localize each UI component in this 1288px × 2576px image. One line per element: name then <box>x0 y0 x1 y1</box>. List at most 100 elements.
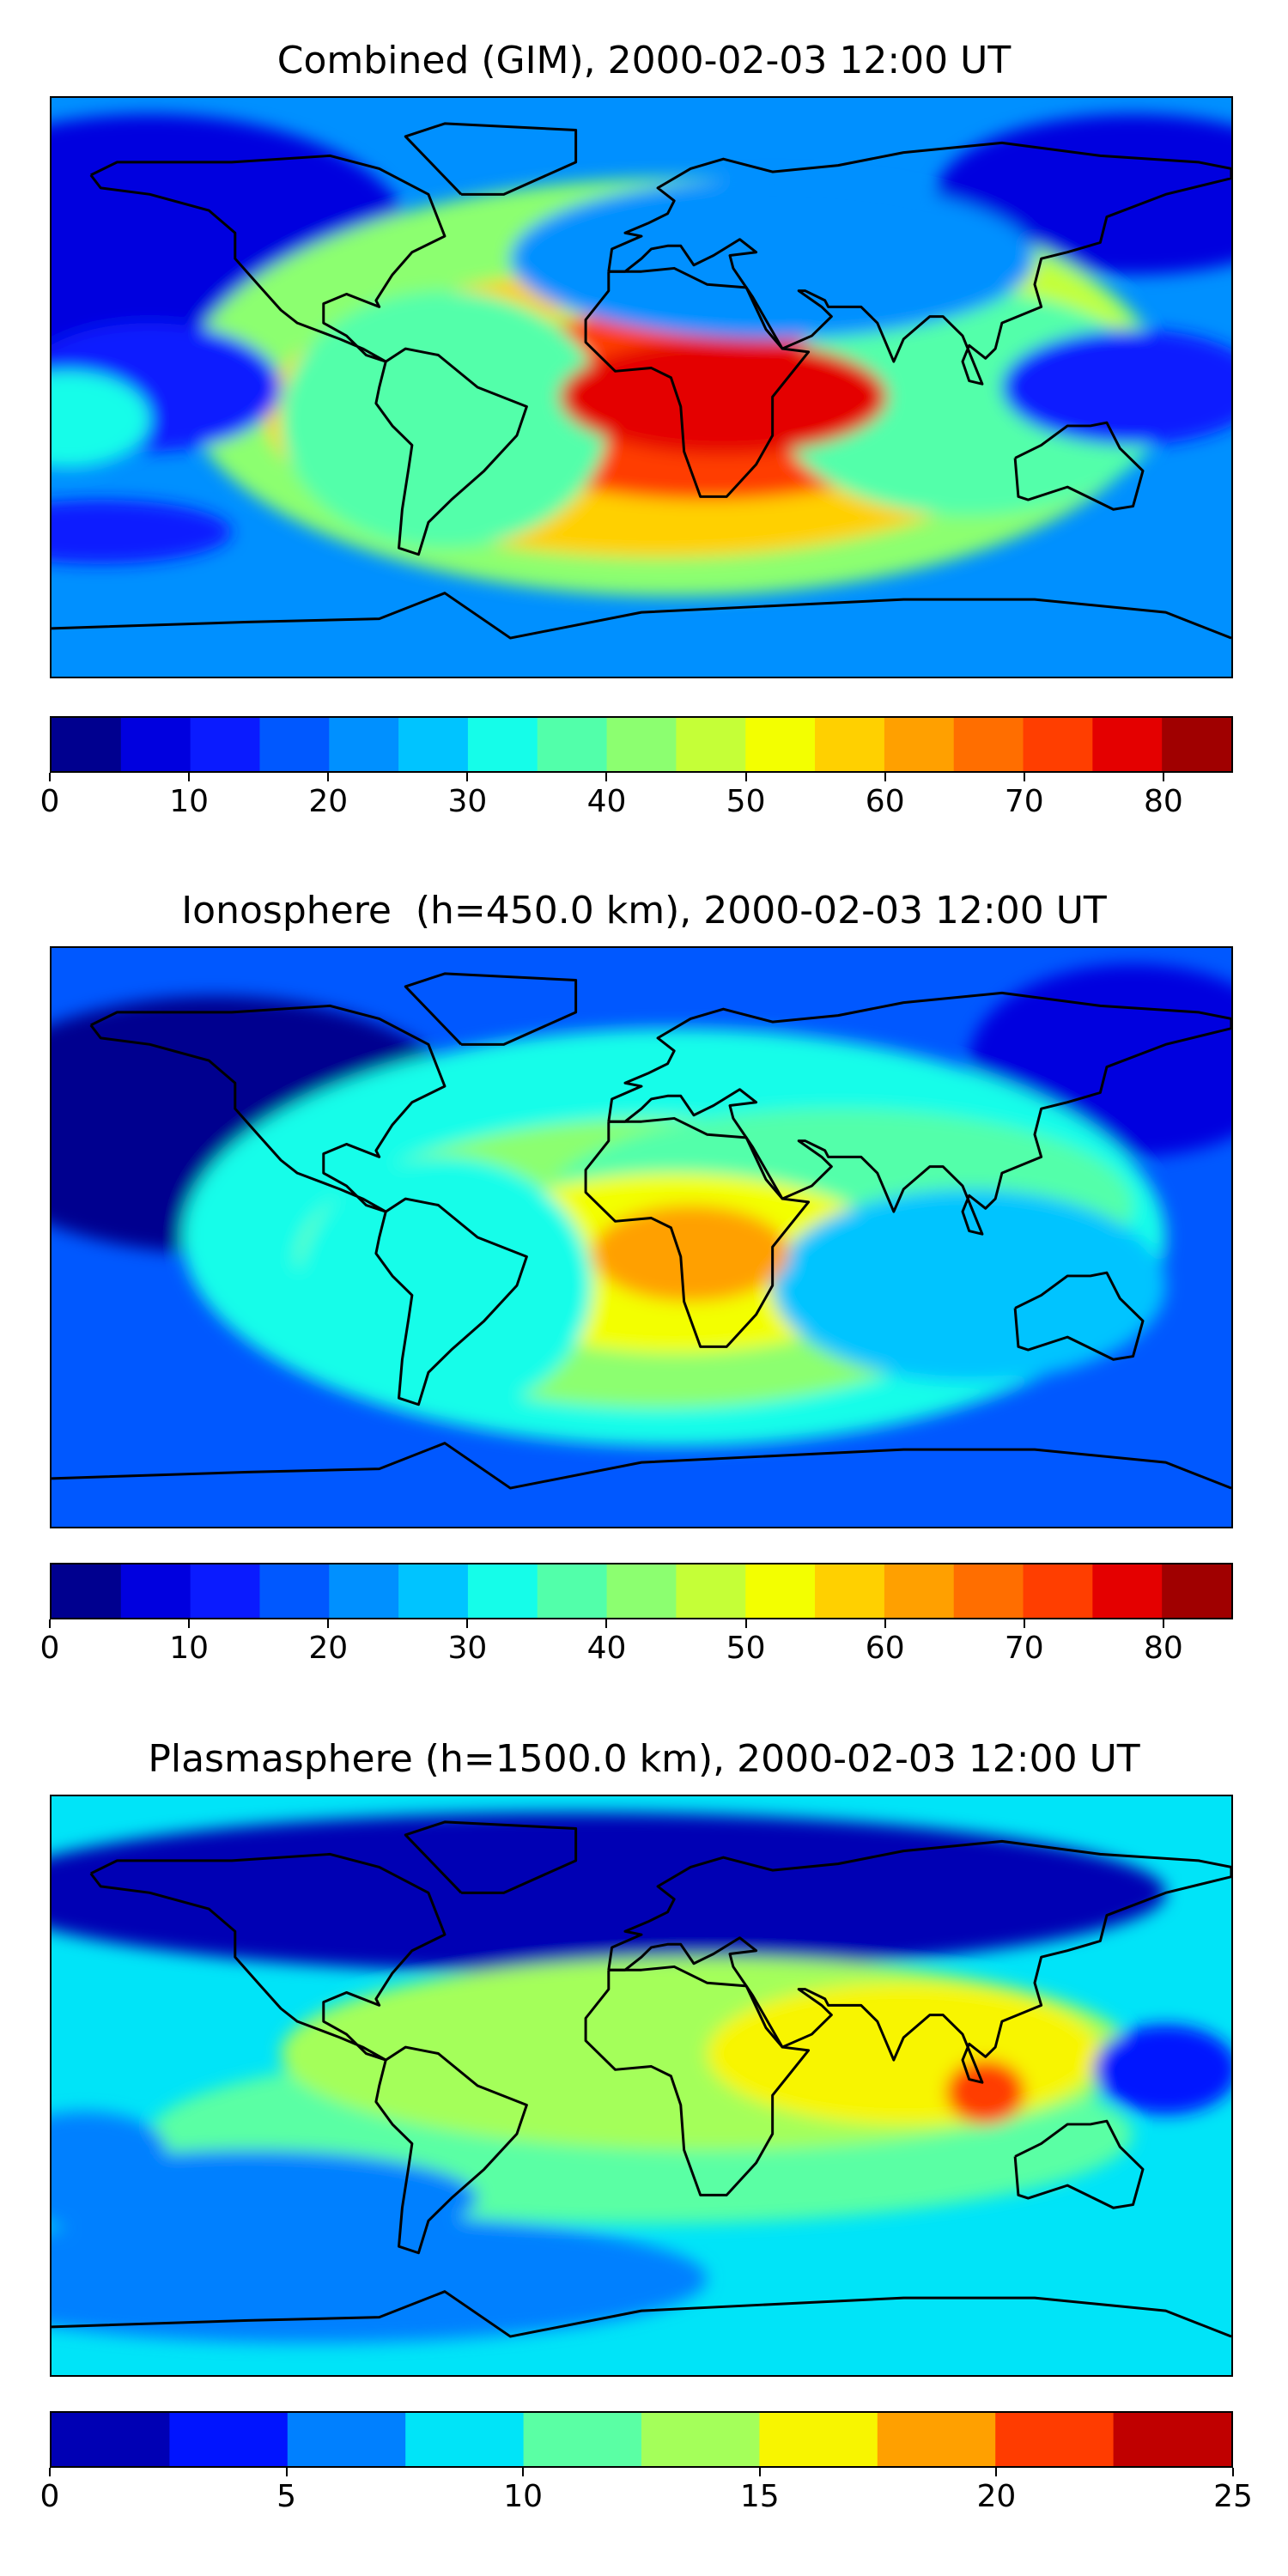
tick-mark <box>327 1619 330 1628</box>
tick-mark <box>188 773 191 781</box>
colorbar <box>50 1563 1233 1619</box>
tick-mark <box>884 773 886 781</box>
tick-mark <box>605 1619 608 1628</box>
tick-mark <box>995 2468 998 2476</box>
coastline <box>584 1116 811 1348</box>
coastline <box>404 1820 578 1894</box>
colorbar-segment <box>759 2413 878 2466</box>
tick-label: 50 <box>726 1631 766 1666</box>
colorbar-segment <box>329 718 399 771</box>
colorbar-segment <box>467 1564 538 1618</box>
heatmap-contour <box>52 371 150 468</box>
colorbar-segment <box>537 718 608 771</box>
coastline <box>374 1197 528 1406</box>
colorbar-segment <box>1162 1564 1231 1618</box>
tick-mark <box>744 1619 747 1628</box>
colorbar-ticks: 0 10 20 30 40 50 60 70 80 <box>40 1619 1233 1671</box>
coastline <box>1013 1271 1145 1361</box>
heatmap-contour <box>772 1188 1166 1382</box>
tick-mark <box>744 773 747 781</box>
colorbar-segment <box>953 1564 1024 1618</box>
heatmap-region <box>52 1812 1166 1973</box>
tick-mark <box>49 2468 51 2476</box>
colorbar-segment <box>467 718 538 771</box>
coastline <box>89 154 447 363</box>
chart-title: Ionosphere (h=450.0 km), 2000-02-03 12:0… <box>181 889 1107 933</box>
colorbar-segment <box>398 1564 469 1618</box>
tick-mark <box>1162 1619 1164 1628</box>
tick-label: 40 <box>586 784 627 819</box>
coastline <box>89 1004 447 1213</box>
heatmap-svg <box>52 98 1231 677</box>
heatmap-svg <box>52 1796 1231 2375</box>
tick-mark <box>522 2468 525 2476</box>
tick-mark <box>466 1619 469 1628</box>
heatmap-region <box>52 2214 708 2343</box>
tick-mark <box>466 773 469 781</box>
heatmap-contour <box>510 178 1035 339</box>
tick-label: 10 <box>169 1631 210 1666</box>
coastline <box>584 266 811 498</box>
coastline <box>52 1442 1231 1490</box>
colorbar-segment <box>259 718 330 771</box>
colorbar-segment <box>1162 718 1231 771</box>
colorbar-svg <box>52 2413 1231 2466</box>
heatmap-svg <box>52 948 1231 1527</box>
coastline <box>1013 421 1145 511</box>
coastline <box>584 1965 811 2196</box>
colorbar-segment <box>606 718 677 771</box>
colorbar-segment <box>884 718 955 771</box>
tick-label: 30 <box>447 784 488 819</box>
tick-label: 0 <box>39 1631 60 1666</box>
tick-mark <box>49 1619 51 1628</box>
colorbar <box>50 716 1233 773</box>
colorbar-segment <box>676 1564 746 1618</box>
heatmap-contour <box>297 1157 592 1414</box>
coastline <box>52 2290 1231 2338</box>
tick-label: 20 <box>976 2479 1017 2514</box>
colorbar-segment <box>1023 1564 1093 1618</box>
tick-label: 0 <box>39 2479 60 2514</box>
tick-label: 60 <box>865 1631 905 1666</box>
tick-label: 30 <box>447 1631 488 1666</box>
heatmap-plot <box>50 96 1233 678</box>
colorbar-segment <box>995 2413 1115 2466</box>
colorbar-segment <box>877 2413 996 2466</box>
coastline <box>374 347 528 556</box>
colorbar-segment <box>52 718 122 771</box>
tick-label: 80 <box>1144 1631 1183 1666</box>
coastline <box>607 141 1231 386</box>
heatmap-plot <box>50 1795 1233 2377</box>
colorbar-segment <box>405 2413 525 2466</box>
colorbar-segment <box>523 2413 642 2466</box>
tick-label: 40 <box>586 1631 627 1666</box>
tick-label: 0 <box>39 784 60 819</box>
heatmap-contour <box>52 2149 478 2247</box>
tick-label: 20 <box>308 1631 349 1666</box>
chart-title: Combined (GIM), 2000-02-03 12:00 UT <box>276 39 1012 82</box>
heatmap-contour <box>281 290 609 549</box>
tick-mark <box>1232 2468 1234 2476</box>
colorbar <box>50 2411 1233 2468</box>
colorbar-segment <box>606 1564 677 1618</box>
colorbar-segment <box>120 718 191 771</box>
coastline <box>404 122 578 196</box>
coastline <box>1013 2119 1145 2209</box>
colorbar-segment <box>259 1564 330 1618</box>
colorbar-segment <box>953 718 1024 771</box>
tick-mark <box>49 773 51 781</box>
heatmap-contour <box>945 2060 1025 2124</box>
colorbar-segment <box>52 2413 170 2466</box>
colorbar-segment <box>1023 718 1093 771</box>
tick-label: 10 <box>169 784 210 819</box>
colorbar-segment <box>1092 718 1163 771</box>
colorbar-segment <box>190 718 261 771</box>
heatmap-contour <box>1001 329 1231 446</box>
coastline <box>374 2045 528 2255</box>
tick-mark <box>1023 773 1025 781</box>
colorbar-segment <box>884 1564 955 1618</box>
tick-mark <box>605 773 608 781</box>
tick-label: 70 <box>1004 784 1044 819</box>
colorbar-segment <box>641 2413 760 2466</box>
tick-mark <box>1162 773 1164 781</box>
